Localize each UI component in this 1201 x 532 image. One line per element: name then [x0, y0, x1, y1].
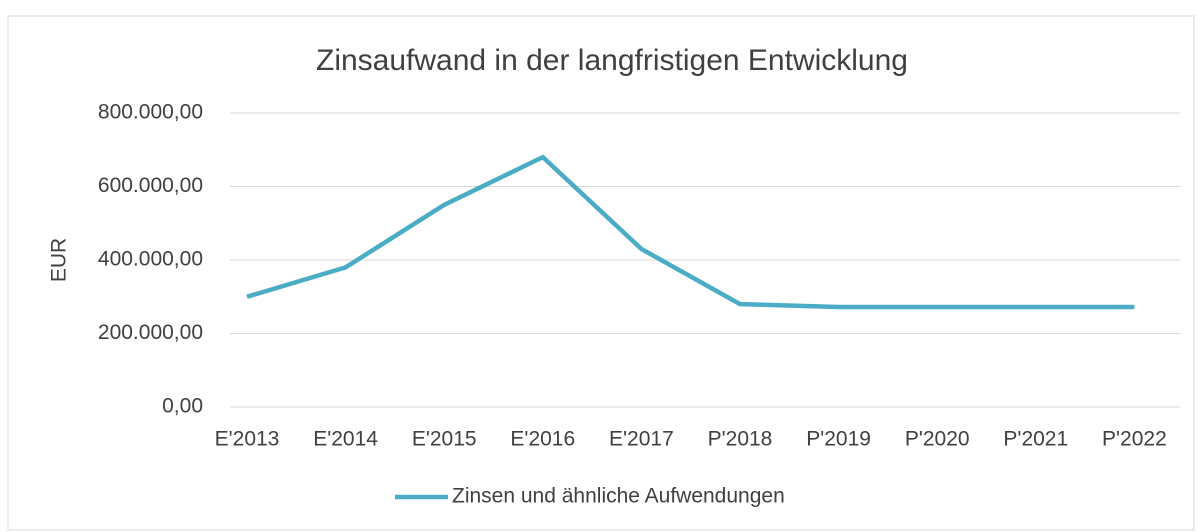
- x-tick-label: P'2022: [1102, 428, 1167, 451]
- y-tick-label: 200.000,00: [98, 321, 203, 344]
- legend-label: Zinsen und ähnliche Aufwendungen: [452, 485, 785, 508]
- y-tick-label: 400.000,00: [98, 248, 203, 271]
- x-tick-label: E'2015: [412, 428, 477, 451]
- x-tick-label: E'2014: [313, 428, 378, 451]
- y-tick-label: 0,00: [162, 395, 203, 418]
- data-line: [246, 154, 1135, 310]
- chart-title: Zinsaufwand in der langfristigen Entwick…: [316, 44, 908, 77]
- y-axis-label: EUR: [48, 238, 71, 282]
- x-tick-label: E'2013: [215, 428, 280, 451]
- chart-frame: [7, 15, 1195, 531]
- y-tick-label: 800.000,00: [98, 101, 203, 124]
- x-tick-label: P'2020: [905, 428, 970, 451]
- x-tick-label: P'2021: [1003, 428, 1068, 451]
- x-tick-label: E'2017: [609, 428, 674, 451]
- x-tick-label: P'2019: [806, 428, 871, 451]
- y-tick-label: 600.000,00: [98, 174, 203, 197]
- x-tick-label: P'2018: [708, 428, 773, 451]
- x-tick-label: E'2016: [510, 428, 575, 451]
